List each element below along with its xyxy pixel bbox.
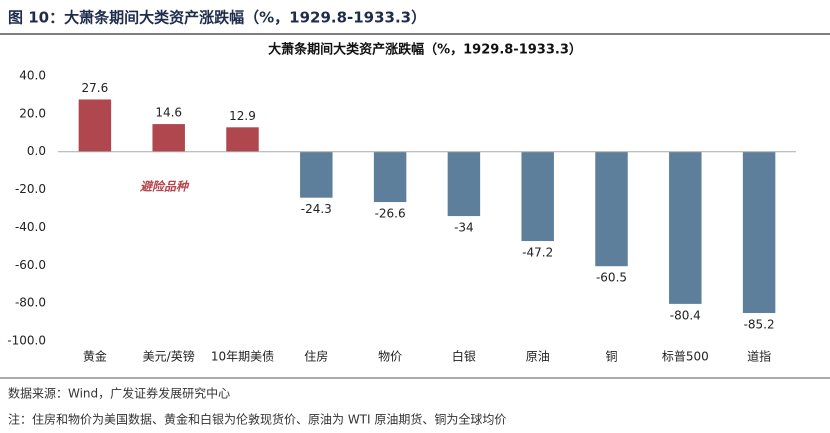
- value-label: 14.6: [155, 106, 182, 120]
- x-tick-label: 物价: [378, 350, 402, 364]
- y-tick-label: 40.0: [19, 69, 46, 83]
- bar: [521, 151, 554, 242]
- chart-title: 大萧条期间大类资产涨跌幅（%，1929.8-1933.3）: [268, 42, 582, 58]
- y-tick-label: 20.0: [19, 106, 46, 120]
- note: 注：住房和物价为美国数据、黄金和白银为伦敦现货价、原油为 WTI 原油期货、铜为…: [8, 412, 506, 427]
- x-tick-label: 美元/英镑: [143, 349, 195, 364]
- value-label: 12.9: [229, 109, 256, 123]
- x-tick-label: 标普500: [662, 350, 709, 364]
- x-tick-label: 10年期美债: [211, 350, 274, 364]
- y-tick-label: 0.0: [27, 144, 46, 158]
- bar: [595, 151, 628, 267]
- annotation: 避险品种: [140, 180, 190, 194]
- y-tick-label: -80.0: [15, 296, 46, 310]
- value-label: -60.5: [596, 271, 627, 285]
- value-label: -26.6: [375, 207, 406, 221]
- y-tick-label: -20.0: [15, 182, 46, 196]
- x-tick-label: 黄金: [83, 349, 107, 364]
- y-tick-label: -60.0: [15, 258, 46, 272]
- y-tick-label: -40.0: [15, 220, 46, 234]
- value-label: -34: [454, 221, 474, 235]
- header-title: 图 10：大萧条期间大类资产涨跌幅（%，1929.8-1933.3）: [8, 9, 426, 27]
- value-label: -24.3: [301, 202, 332, 216]
- x-tick-label: 原油: [526, 350, 550, 364]
- bar: [226, 127, 259, 152]
- x-tick-label: 住房: [304, 349, 328, 364]
- value-label: -80.4: [670, 308, 701, 322]
- y-tick-label: -100.0: [7, 334, 46, 348]
- bar: [78, 99, 112, 152]
- value-label: 27.6: [82, 81, 109, 95]
- x-tick-label: 白银: [452, 349, 476, 364]
- bar: [300, 151, 333, 198]
- bar: [447, 151, 481, 217]
- x-tick-label: 道指: [747, 349, 771, 364]
- bar: [742, 151, 776, 313]
- value-label: -47.2: [522, 246, 553, 260]
- source: 数据来源：Wind，广发证券发展研究中心: [8, 386, 230, 401]
- bar: [373, 151, 407, 203]
- bar: [152, 124, 185, 152]
- value-label: -85.2: [744, 317, 775, 331]
- bar: [669, 151, 702, 304]
- x-tick-label: 铜: [605, 349, 617, 364]
